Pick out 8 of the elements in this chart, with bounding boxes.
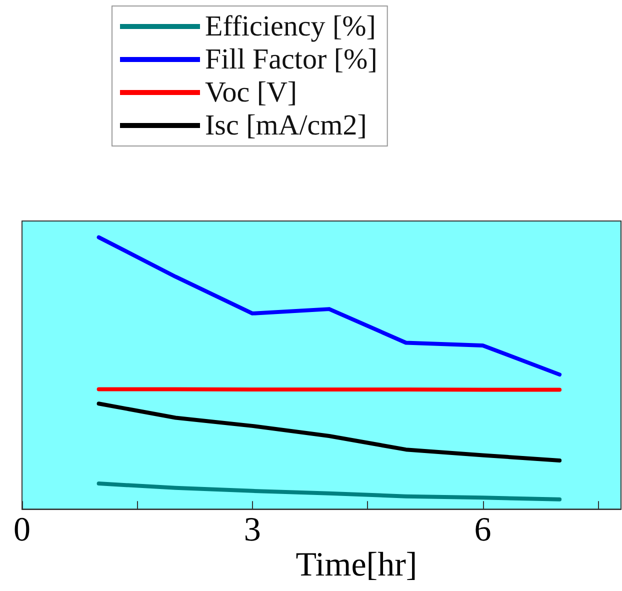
x-tick-label: 0 bbox=[14, 512, 30, 549]
legend-label: Voc [V] bbox=[205, 76, 298, 108]
legend-label: Fill Factor [%] bbox=[205, 44, 378, 76]
x-tick-label: 6 bbox=[474, 512, 492, 549]
x-tick-label: 3 bbox=[244, 512, 261, 549]
legend-label: Efficiency [%] bbox=[205, 10, 376, 42]
legend-label: Isc [mA/cm2] bbox=[205, 110, 367, 142]
x-axis-title: Time[hr] bbox=[296, 546, 418, 584]
